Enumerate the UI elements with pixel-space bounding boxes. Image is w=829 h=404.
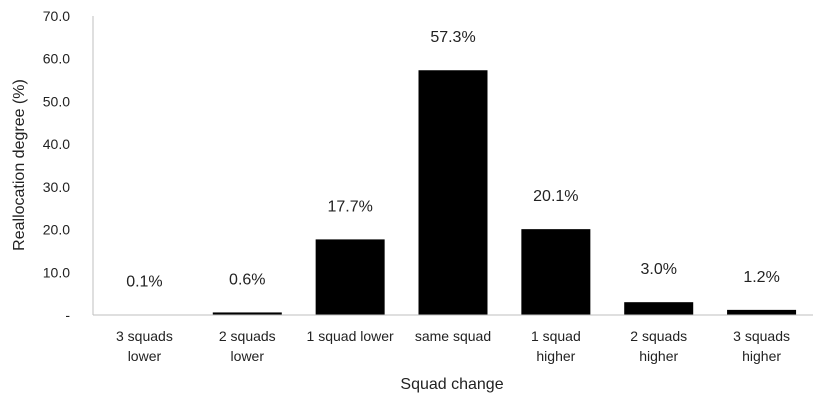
data-label: 17.7% (327, 198, 372, 215)
y-axis-title: Reallocation degree (%) (11, 79, 28, 251)
category-label: 2 squads (219, 328, 276, 344)
y-tick-label: - (65, 307, 70, 323)
category-label: 1 squad lower (307, 328, 395, 344)
data-label: 1.2% (743, 269, 779, 286)
category-label: higher (536, 348, 575, 364)
y-tick-label: 20.0 (43, 222, 70, 238)
y-tick-group: - 10.0 20.0 30.0 40.0 50.0 60.0 70.0 (43, 8, 71, 323)
data-label: 0.1% (126, 274, 162, 291)
y-tick-label: 70.0 (43, 8, 70, 24)
bar-group (109, 70, 797, 316)
y-tick-label: 40.0 (43, 136, 70, 152)
category-label-group: 3 squads lower 2 squads lower 1 squad lower s… (116, 328, 790, 364)
category-label: 2 squads (630, 328, 687, 344)
bar (521, 229, 591, 315)
category-label: same squad (415, 328, 491, 344)
category-label: higher (639, 348, 678, 364)
bar (418, 70, 488, 315)
bar (624, 302, 694, 315)
y-axis-title-group: Reallocation degree (%) (11, 79, 28, 251)
bar (212, 312, 282, 315)
y-tick-label: 30.0 (43, 179, 70, 195)
category-label: higher (742, 348, 781, 364)
data-label-group: 0.1% 0.6% 17.7% 57.3% 20.1% 3.0% 1.2% (126, 29, 780, 290)
bar (315, 239, 385, 315)
category-label: 3 squads (733, 328, 790, 344)
data-label: 0.6% (229, 271, 265, 288)
category-label: 3 squads (116, 328, 173, 344)
y-tick-label: 60.0 (43, 51, 70, 67)
y-tick-label: 10.0 (43, 264, 70, 280)
category-label: lower (231, 348, 265, 364)
y-tick-label: 50.0 (43, 93, 70, 109)
category-label: lower (128, 348, 162, 364)
data-label: 20.1% (533, 188, 578, 205)
bar (727, 309, 797, 315)
data-label: 3.0% (640, 261, 676, 278)
x-axis-title: Squad change (400, 376, 503, 393)
category-label: 1 squad (531, 328, 581, 344)
data-label: 57.3% (430, 29, 475, 46)
